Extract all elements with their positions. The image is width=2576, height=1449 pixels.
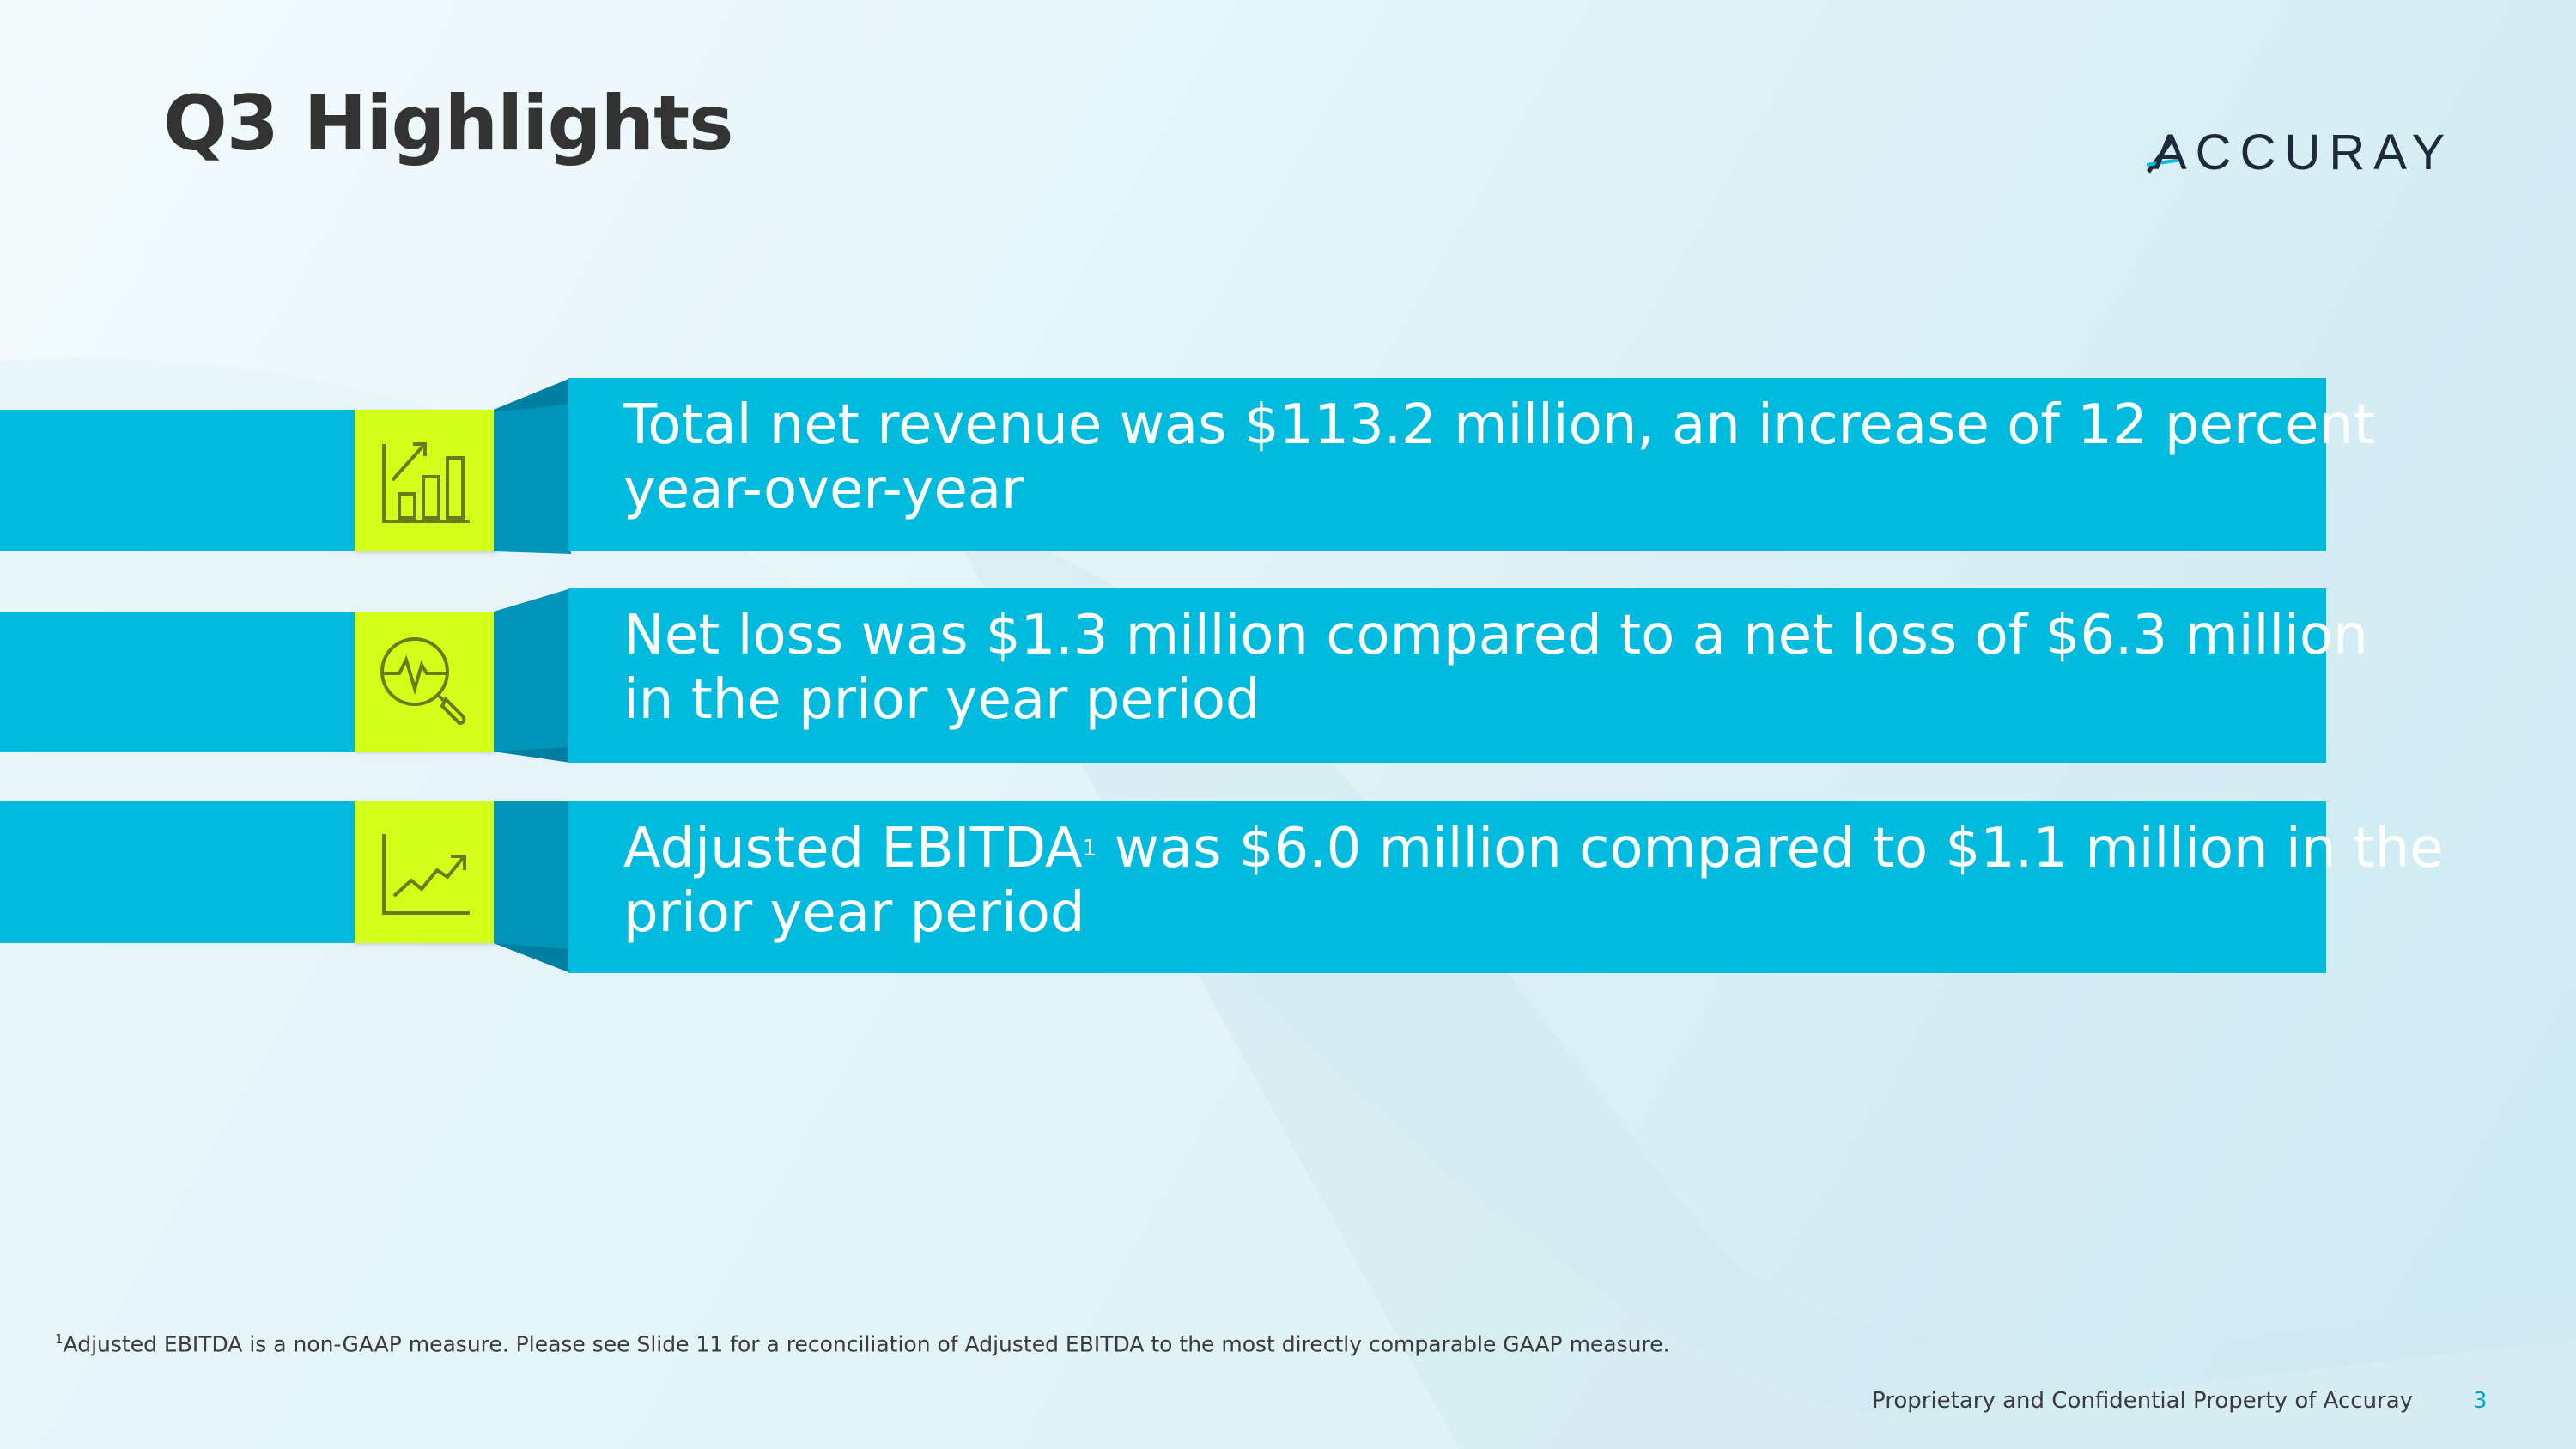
highlight-row-adjusted-ebitda: Adjusted EBITDA1 was $6.0 million compar… [0,799,2576,975]
logo-text: ACCURAY [2154,125,2454,180]
highlight-line-1: Total net revenue was $113.2 million, an… [623,393,2376,457]
logo-accent-mark [2147,137,2182,174]
row-band [0,410,356,551]
highlight-row-net-loss: Net loss was $1.3 million compared to a … [0,588,2576,764]
magnifier-heartbeat-icon [380,637,466,726]
icon-tile [355,801,495,943]
page-number: 3 [2473,1388,2488,1414]
slide-title: Q3 Highlights [163,79,734,167]
footnote: 1Adjusted EBITDA is a non-GAAP measure. … [55,1331,1670,1356]
footnote-reference: 1 [1082,836,1097,861]
highlight-line-2: year-over-year [623,458,1024,521]
ribbon-fold [494,801,571,973]
highlight-panel: Adjusted EBITDA1 was $6.0 million compar… [568,801,2444,973]
highlight-panel: Net loss was $1.3 million compared to a … [568,588,2368,763]
icon-tile [355,410,495,551]
highlight-row-revenue: Total net revenue was $113.2 million, an… [0,378,2576,554]
highlight-line-2: prior year period [623,881,1085,945]
highlight-text: Adjusted EBITDA1 was $6.0 million compar… [623,817,2444,946]
highlight-text: Net loss was $1.3 million compared to a … [623,604,2378,733]
row-band [0,612,356,752]
icon-tile [355,612,495,752]
highlight-line-1: Adjusted EBITDA1 was $6.0 million compar… [623,817,2444,881]
footer-confidential: Proprietary and Confidential Property of… [1872,1388,2414,1414]
highlight-line-1-rest: was $6.0 million compared to $1.1 millio… [1114,817,2444,880]
ebitda-term: Adjusted EBITDA [623,817,1083,880]
highlight-text: Total net revenue was $113.2 million, an… [623,393,2378,522]
footnote-marker: 1 [55,1331,64,1347]
footnote-text: Adjusted EBITDA is a non-GAAP measure. P… [63,1331,1670,1357]
highlight-line-1: Net loss was $1.3 million compared to a … [623,604,2368,667]
ribbon-fold [494,588,571,763]
ribbon-fold [494,378,571,554]
highlight-line-2: in the prior year period [623,668,1261,732]
bar-chart-growth-icon [382,442,470,523]
line-chart-trend-up-icon [382,834,470,915]
row-band [0,801,356,943]
accuray-logo: ACCURAY [2147,127,2464,179]
highlight-panel: Total net revenue was $113.2 million, an… [568,378,2375,551]
